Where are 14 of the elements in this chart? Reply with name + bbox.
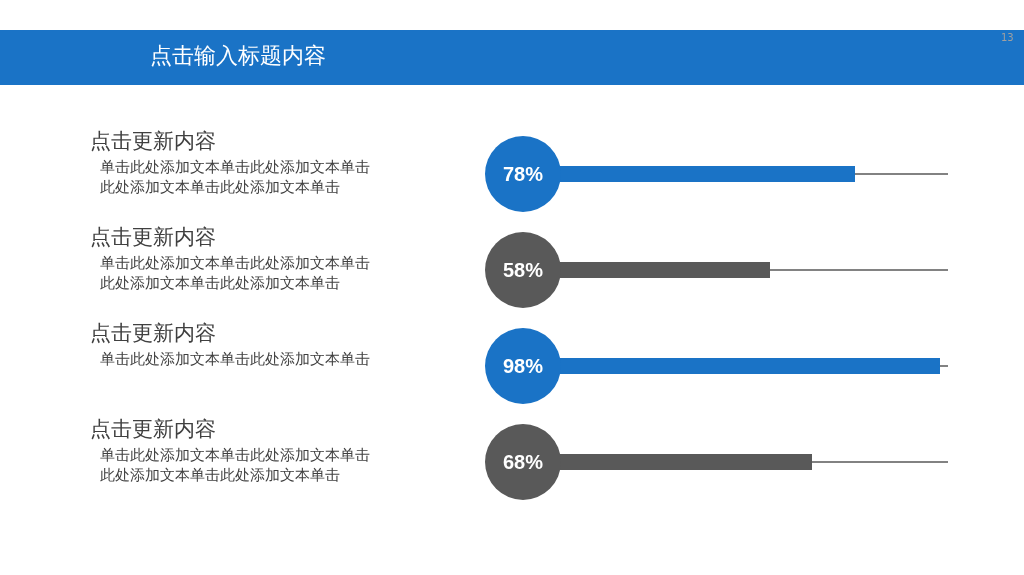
text: 单击此处添加文本单击此处添加文本单击此处添加文本单击此处添加文本单击 [100, 254, 370, 292]
data-label: 98% [503, 355, 544, 377]
data-label: 78% [503, 163, 544, 185]
data-label: 58% [503, 259, 544, 281]
y-tick-label: 点击更新内容 [90, 129, 216, 153]
y-tick-label: 点击更新内容 [90, 417, 216, 441]
y-tick-label: 点击更新内容 [90, 321, 216, 345]
text: 单击此处添加文本单击此处添加文本单击此处添加文本单击此处添加文本单击 [100, 446, 370, 484]
text: 点击输入标题内容 [150, 43, 326, 68]
text: 单击此处添加文本单击此处添加文本单击 [100, 350, 370, 368]
text: 13 [1001, 32, 1014, 43]
y-tick-label: 点击更新内容 [90, 225, 216, 249]
text: 单击此处添加文本单击此处添加文本单击此处添加文本单击此处添加文本单击 [100, 158, 370, 196]
data-label: 68% [503, 451, 544, 473]
